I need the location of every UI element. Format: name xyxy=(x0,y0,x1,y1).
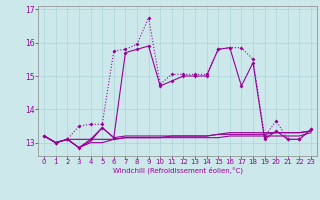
X-axis label: Windchill (Refroidissement éolien,°C): Windchill (Refroidissement éolien,°C) xyxy=(113,167,243,174)
